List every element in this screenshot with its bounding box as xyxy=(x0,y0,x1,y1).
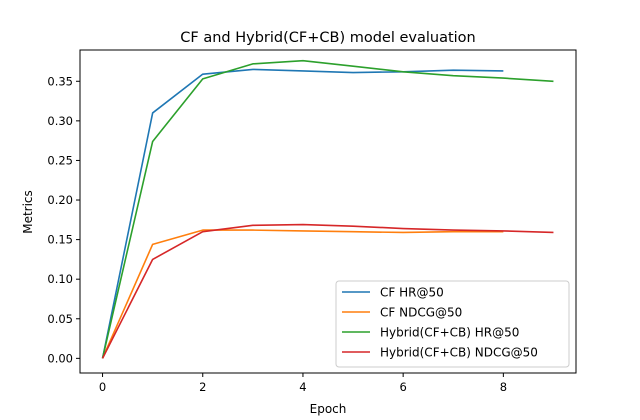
series-line xyxy=(101,223,554,359)
legend: CF HR@50 CF NDCG@50 Hybrid(CF+CB) HR@50 Hyb… xyxy=(335,280,570,368)
y-axis: 0.00 0.05 0.10 0.15 0.20 0.25 0.30 0.35 xyxy=(47,74,80,365)
y-tick-label: 0.05 xyxy=(47,312,73,326)
y-tick-label: 0.15 xyxy=(47,233,73,247)
x-tick-label: 4 xyxy=(299,380,306,394)
series-line xyxy=(101,229,504,359)
x-tick-label: 6 xyxy=(399,380,406,394)
y-tick-label: 0.20 xyxy=(47,193,73,207)
y-tick-label: 0.10 xyxy=(47,272,73,286)
series-layer xyxy=(101,59,554,359)
series-line xyxy=(101,59,554,359)
legend-label: Hybrid(CF+CB) NDCG@50 xyxy=(380,346,538,360)
y-tick-label: 0.30 xyxy=(47,114,73,128)
y-tick-label: 0.25 xyxy=(47,153,73,167)
x-tick-label: 8 xyxy=(500,380,507,394)
x-axis: 0 2 4 6 8 xyxy=(99,373,507,394)
plot-frame xyxy=(79,49,577,374)
y-axis-label: Metrics xyxy=(21,190,35,234)
y-tick-label: 0.35 xyxy=(47,74,73,88)
legend-label: Hybrid(CF+CB) HR@50 xyxy=(380,326,519,340)
legend-label: CF NDCG@50 xyxy=(380,306,462,320)
chart-title: CF and Hybrid(CF+CB) model evaluation xyxy=(180,30,475,46)
legend-box xyxy=(335,280,570,368)
series-line xyxy=(101,68,504,359)
y-tick-label: 0.00 xyxy=(47,351,73,365)
x-tick-label: 2 xyxy=(199,380,206,394)
legend-label: CF HR@50 xyxy=(380,286,444,300)
x-axis-label: Epoch xyxy=(310,402,347,416)
x-tick-label: 0 xyxy=(99,380,106,394)
